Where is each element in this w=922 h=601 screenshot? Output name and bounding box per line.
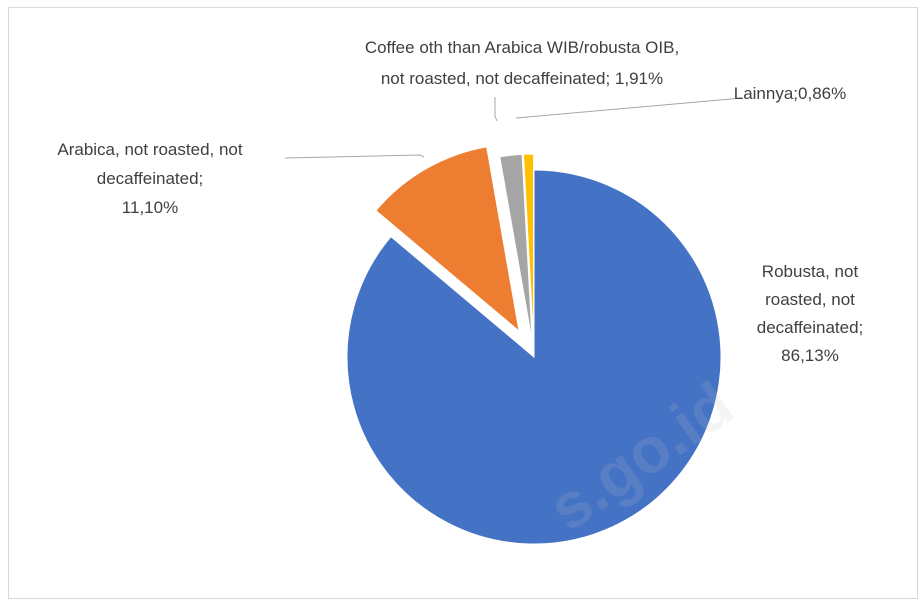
data-label-line: 86,13%: [781, 346, 839, 365]
data-label: Coffee oth than Arabica WIB/robusta OIB,…: [365, 38, 679, 88]
pie-slices: [346, 146, 722, 545]
data-label: Arabica, not roasted, not decaffeinated; 1…: [57, 140, 243, 217]
leader-line: [284, 154, 425, 159]
data-labels: Robusta, not roasted, not decaffeinated; 86…: [57, 38, 863, 365]
data-label-line: 11,10%: [122, 198, 178, 217]
data-label-line: roasted, not: [765, 290, 855, 309]
data-label-line: Coffee oth than Arabica WIB/robusta OIB,: [365, 38, 679, 57]
pie-slice: [499, 153, 533, 342]
data-label-line: Robusta, not: [762, 262, 859, 281]
pie-slice: [346, 169, 722, 545]
leader-line: [515, 97, 743, 119]
leader-line: [494, 97, 498, 122]
data-label: Robusta, not roasted, not decaffeinated; 86…: [757, 262, 864, 365]
pie-slice: [375, 146, 520, 333]
data-label-line: not roasted, not decaffeinated; 1,91%: [381, 69, 663, 88]
data-label-line: Lainnya;0,86%: [734, 84, 846, 103]
pie-slice: [522, 153, 535, 342]
data-label: Lainnya;0,86%: [734, 84, 846, 103]
data-label-line: Arabica, not roasted, not: [57, 140, 243, 159]
data-label-line: decaffeinated;: [97, 169, 204, 188]
data-label-line: decaffeinated;: [757, 318, 864, 337]
leader-lines: [284, 97, 743, 159]
